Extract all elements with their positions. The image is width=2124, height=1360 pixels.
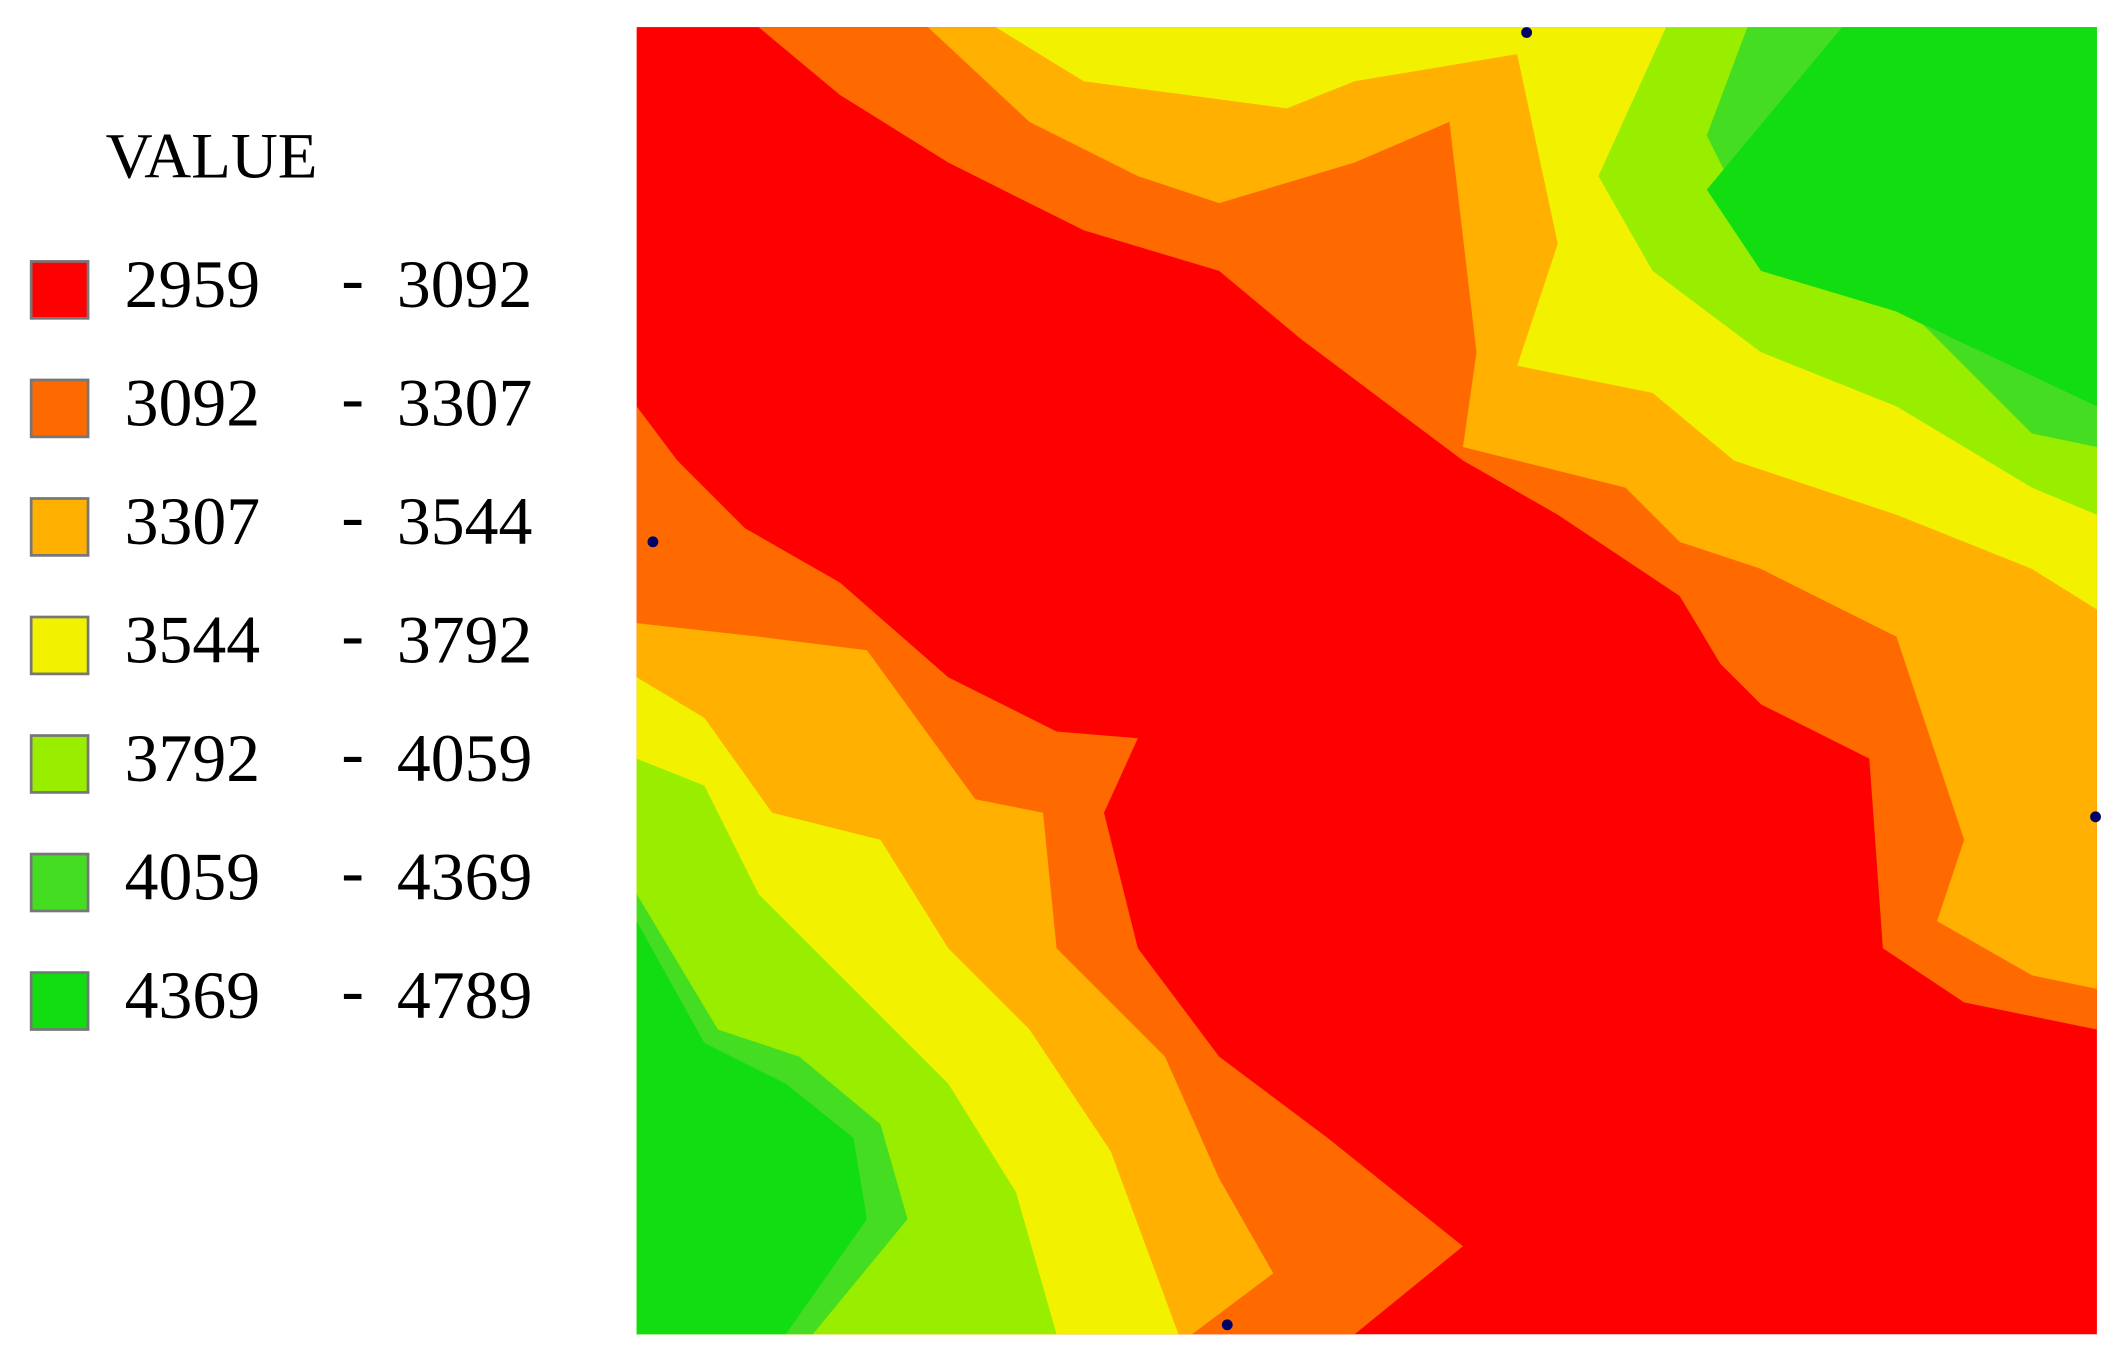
legend-swatch <box>29 852 90 913</box>
range-high: 4369 <box>397 839 532 914</box>
sample-point <box>2090 811 2101 823</box>
map-region <box>636 921 867 1335</box>
legend-swatch <box>29 734 90 794</box>
legend-swatch <box>29 497 90 557</box>
map <box>636 27 2101 1335</box>
range-separator: - <box>341 360 364 435</box>
range-low: 2959 <box>125 247 260 322</box>
range-separator: - <box>341 953 364 1028</box>
range-low: 3792 <box>125 721 260 796</box>
legend-title: VALUE <box>106 120 318 192</box>
range-low: 3092 <box>125 365 260 440</box>
range-high: 3092 <box>397 247 532 322</box>
range-separator: - <box>341 478 364 553</box>
range-high: 4789 <box>397 958 532 1033</box>
range-high: 3792 <box>397 602 532 677</box>
map-region <box>1706 27 2097 407</box>
legend-swatch <box>29 971 90 1031</box>
range-low: 3307 <box>125 484 260 559</box>
range-low: 4369 <box>125 958 260 1033</box>
legend-swatch <box>29 378 90 439</box>
legend-swatch <box>29 615 90 676</box>
range-separator: - <box>341 597 364 672</box>
range-high: 4059 <box>397 721 532 796</box>
sample-point <box>647 536 659 548</box>
range-low: 3544 <box>125 602 260 677</box>
range-high: 3307 <box>397 365 532 440</box>
sample-point <box>1221 1319 1233 1331</box>
range-high: 3544 <box>397 484 532 559</box>
legend-swatch <box>29 260 90 320</box>
range-low: 4059 <box>125 839 260 914</box>
range-separator: - <box>341 715 364 790</box>
sample-point <box>1521 27 1533 38</box>
range-separator: - <box>341 834 364 909</box>
range-separator: - <box>341 241 364 316</box>
legend: 2959-30923092-33073307-35443544-37923792… <box>29 241 532 1033</box>
